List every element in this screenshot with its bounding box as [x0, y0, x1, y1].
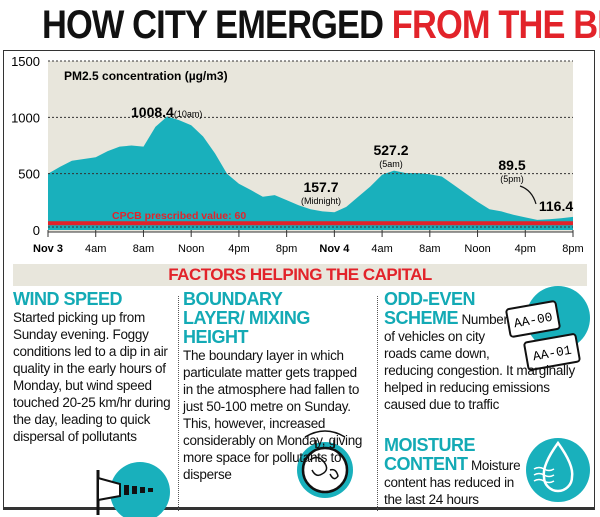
data-label-note: (10am) — [174, 109, 203, 119]
factor-text: The boundary layer in which particulate … — [183, 348, 363, 482]
factors-banner: FACTORS HELPING THE CAPITAL — [13, 264, 587, 286]
y-tick-label: 0 — [33, 223, 40, 238]
factor-moisture: MOISTURE CONTENT Moisture content has re… — [384, 436, 524, 508]
factor-text: Moisture content has reduced in the last… — [384, 458, 521, 507]
column-divider — [178, 296, 179, 511]
column-divider — [377, 296, 378, 511]
factor-heading: WIND SPEED — [13, 289, 123, 309]
pm25-area — [48, 116, 573, 230]
data-label: 89.5 — [498, 157, 525, 173]
x-tick-label: 4am — [85, 243, 106, 255]
x-tick-label: Nov 3 — [33, 243, 63, 255]
annotation-arrow — [519, 185, 537, 205]
threshold-label: CPCB prescribed value: 60 — [112, 210, 246, 222]
x-tick-label: 4pm — [515, 243, 536, 255]
factor-heading: MOISTURE CONTENT — [384, 435, 476, 474]
x-tick-label: 4pm — [228, 243, 249, 255]
chart-title: PM2.5 concentration (µg/m3) — [64, 69, 228, 83]
x-tick-label: 8pm — [276, 243, 297, 255]
title-highlight: FROM THE BRINK — [391, 3, 600, 47]
data-label-note: (5pm) — [500, 174, 524, 184]
data-label-note: (Midnight) — [301, 196, 341, 206]
threshold-line — [48, 221, 573, 226]
data-label: 157.7 — [303, 179, 338, 195]
factor-odd-even: ODD-EVEN SCHEME Number of vehicles on ci… — [384, 290, 590, 413]
data-label: 116.4 — [539, 198, 573, 214]
x-tick-label: 4am — [371, 243, 392, 255]
y-tick-label: 1000 — [11, 110, 40, 125]
x-tick-label: 8pm — [562, 243, 583, 255]
factor-wind-speed: WIND SPEED Started picking up from Sunda… — [13, 290, 173, 445]
factor-heading: ODD-EVEN SCHEME — [384, 289, 476, 328]
x-tick-label: 8am — [133, 243, 154, 255]
x-tick-label: Noon — [178, 243, 204, 255]
factor-heading: BOUNDARY LAYER/ MIXING HEIGHT — [183, 289, 310, 347]
y-tick-label: 1500 — [11, 54, 40, 69]
x-tick-label: 8am — [419, 243, 440, 255]
data-label-note: (5am) — [379, 159, 403, 169]
y-tick-label: 500 — [18, 167, 40, 182]
x-tick-label: Nov 4 — [319, 243, 350, 255]
factor-text: Started picking up from Sunday evening. … — [13, 310, 171, 444]
pm25-chart: 0 500 1000 1500 CPCB prescribed value: 60 PM2… — [11, 54, 584, 255]
data-label: 527.2 — [373, 142, 408, 158]
title-main: HOW CITY EMERGED — [42, 3, 384, 47]
icon-spacer — [514, 290, 590, 362]
frame — [3, 50, 595, 510]
title: HOW CITY EMERGED FROM THE BRINK — [42, 0, 600, 50]
factor-boundary-layer: BOUNDARY LAYER/ MIXING HEIGHT The bounda… — [183, 290, 368, 483]
x-tick-label: Noon — [464, 243, 490, 255]
factor-text: Number of vehicles on city roads came do… — [384, 312, 575, 412]
